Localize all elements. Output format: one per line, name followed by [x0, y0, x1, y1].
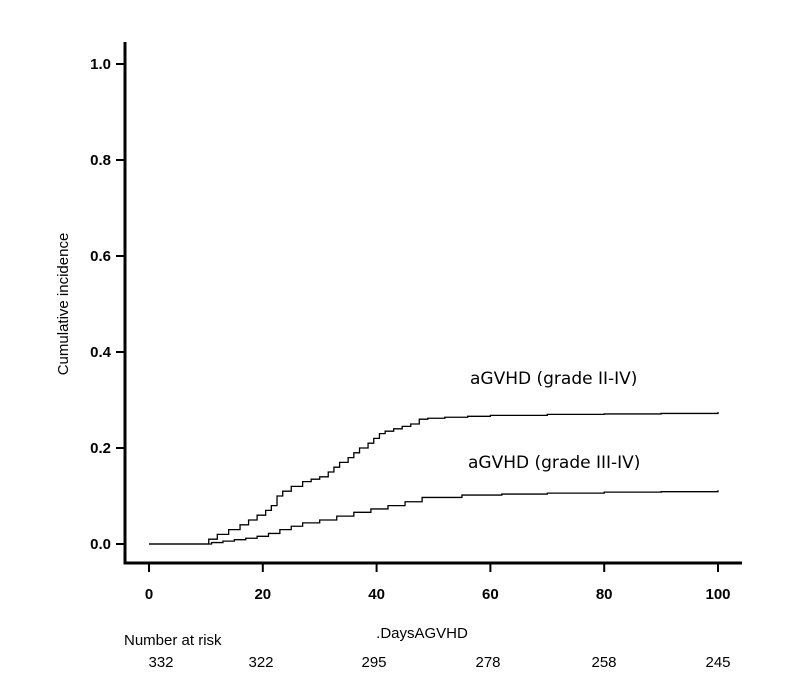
- y-axis-ticks: 0.0 0.2 0.4 0.6 0.8 1.0: [90, 56, 125, 553]
- number-at-risk-value: 332: [148, 654, 173, 671]
- number-at-risk-value: 258: [591, 654, 616, 671]
- y-tick-label: 0.6: [90, 248, 111, 265]
- y-tick-label: 0.4: [90, 344, 112, 361]
- number-at-risk-value: 278: [475, 654, 500, 671]
- number-at-risk-value: 245: [705, 654, 730, 671]
- x-axis-title: .DaysAGVHD: [376, 625, 468, 642]
- series-line-1: [149, 412, 719, 545]
- series-line-2: [149, 490, 719, 545]
- x-tick-label: 80: [596, 586, 613, 603]
- number-at-risk-values: 332 322 295 278 258 245: [148, 654, 730, 671]
- x-axis-ticks: 0 20 40 60 80 100: [145, 563, 731, 603]
- series-labels: aGVHD (grade II-IV) aGVHD (grade III-IV): [468, 369, 640, 473]
- series-label-2: aGVHD (grade III-IV): [468, 453, 640, 473]
- x-tick-label: 20: [254, 586, 271, 603]
- x-tick-label: 0: [145, 586, 153, 603]
- y-axis-title: Cumulative incidence: [55, 233, 72, 376]
- number-at-risk-value: 322: [248, 654, 273, 671]
- y-tick-label: 1.0: [90, 56, 111, 73]
- series-label-1: aGVHD (grade II-IV): [470, 369, 637, 389]
- x-tick-label: 40: [368, 586, 385, 603]
- y-tick-label: 0.8: [90, 152, 111, 169]
- y-tick-label: 0.0: [90, 536, 111, 553]
- y-tick-label: 0.2: [90, 440, 111, 457]
- number-at-risk-value: 295: [361, 654, 386, 671]
- x-tick-label: 60: [482, 586, 499, 603]
- number-at-risk-label: Number at risk: [124, 632, 222, 649]
- x-tick-label: 100: [705, 586, 730, 603]
- series-layer: [149, 412, 719, 545]
- plot-area: [123, 42, 742, 565]
